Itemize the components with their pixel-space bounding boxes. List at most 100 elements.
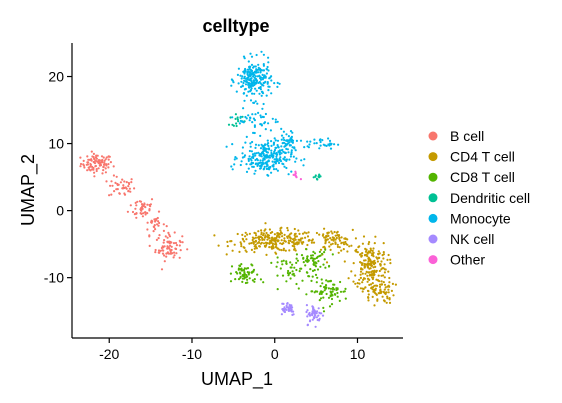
scatter-point [144, 206, 147, 209]
scatter-point [313, 269, 316, 272]
scatter-point [306, 140, 309, 143]
scatter-point [268, 85, 271, 88]
scatter-point [123, 180, 126, 183]
scatter-point [388, 297, 391, 300]
scatter-point [242, 92, 246, 95]
scatter-point [234, 117, 237, 120]
scatter-point [368, 241, 371, 244]
scatter-point [259, 167, 262, 170]
scatter-point [335, 288, 338, 292]
scatter-point [239, 115, 242, 118]
scatter-point [172, 242, 176, 245]
scatter-point [128, 182, 131, 186]
scatter-point [102, 165, 105, 169]
scatter-point [245, 135, 248, 138]
scatter-point [259, 147, 263, 150]
scatter-point [134, 201, 137, 204]
series-cd8-t-cell [229, 248, 347, 313]
scatter-point [370, 270, 373, 274]
scatter-point [256, 273, 259, 276]
scatter-point [260, 229, 263, 232]
scatter-point [249, 145, 252, 148]
scatter-point [331, 294, 334, 297]
scatter-point [111, 184, 114, 187]
scatter-point [279, 229, 282, 232]
scatter-point [388, 285, 391, 288]
scatter-point [372, 266, 375, 269]
scatter-point [361, 272, 364, 275]
scatter-point [86, 161, 89, 164]
scatter-point [321, 234, 324, 237]
scatter-point [284, 142, 287, 145]
scatter-point [104, 171, 107, 174]
scatter-point [251, 113, 254, 116]
scatter-point [102, 169, 105, 172]
scatter-point [258, 238, 261, 241]
scatter-point [293, 245, 296, 248]
scatter-point [160, 268, 164, 271]
scatter-point [244, 83, 248, 86]
scatter-point [382, 251, 385, 254]
scatter-point [104, 158, 107, 161]
scatter-point [264, 222, 267, 225]
scatter-point [241, 233, 244, 236]
scatter-point [240, 77, 243, 80]
scatter-point [312, 176, 315, 179]
scatter-point [309, 268, 312, 271]
scatter-point [313, 138, 316, 141]
scatter-point [331, 253, 334, 256]
scatter-point [323, 227, 326, 230]
scatter-point [104, 167, 107, 170]
scatter-point [363, 264, 366, 267]
scatter-point [287, 269, 290, 273]
scatter-point [257, 63, 260, 66]
scatter-point [143, 202, 146, 205]
series-other [292, 170, 302, 181]
scatter-point [331, 290, 334, 293]
scatter-point [306, 243, 309, 247]
scatter-point [366, 274, 369, 277]
scatter-point [294, 160, 297, 163]
scatter-point [362, 278, 365, 281]
scatter-point [361, 268, 364, 271]
scatter-point [89, 165, 92, 168]
scatter-point [350, 244, 353, 247]
legend-item: Other [428, 252, 485, 268]
scatter-point [380, 280, 383, 283]
scatter-point [247, 74, 250, 77]
scatter-point [319, 248, 323, 251]
scatter-point [265, 94, 268, 97]
scatter-point [112, 174, 115, 177]
scatter-point [367, 251, 370, 254]
scatter-point [252, 66, 255, 69]
scatter-point [260, 94, 263, 97]
scatter-point [157, 220, 160, 223]
scatter-point [291, 270, 294, 273]
scatter-point [149, 205, 152, 208]
scatter-point [295, 157, 298, 160]
scatter-point [266, 65, 269, 69]
scatter-point [367, 271, 370, 274]
scatter-point [107, 163, 110, 166]
scatter-point [331, 288, 335, 291]
scatter-point [315, 316, 318, 319]
scatter-point [309, 140, 312, 143]
scatter-point [331, 242, 334, 245]
scatter-point [254, 146, 257, 149]
scatter-point [332, 238, 335, 241]
scatter-point [301, 237, 304, 240]
scatter-point [259, 164, 262, 167]
scatter-point [379, 264, 382, 267]
scatter-point [257, 151, 260, 154]
scatter-point [122, 184, 125, 187]
scatter-point [359, 253, 362, 256]
scatter-point [368, 257, 371, 260]
scatter-point [252, 242, 255, 245]
scatter-point [93, 171, 96, 174]
scatter-point [154, 248, 157, 252]
scatter-point [279, 156, 282, 159]
scatter-point [283, 165, 286, 168]
scatter-point [123, 192, 126, 195]
scatter-point [285, 262, 288, 265]
scatter-point [270, 261, 273, 264]
